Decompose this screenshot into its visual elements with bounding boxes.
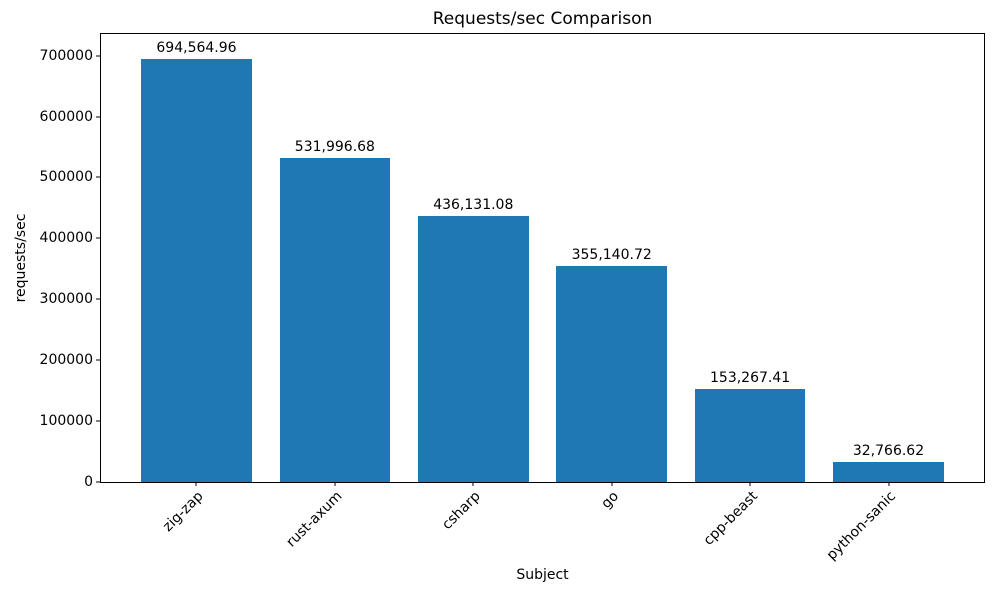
y-tick-label: 600000: [39, 108, 93, 125]
bar-zig-zap: [141, 58, 252, 482]
x-tick-mark: [611, 482, 613, 486]
x-tick-label: go: [598, 488, 623, 512]
x-tick-label: csharp: [439, 488, 484, 533]
x-tick-label: rust-axum: [283, 488, 346, 551]
y-tick-mark: [96, 420, 100, 422]
chart-title: Requests/sec Comparison: [432, 9, 653, 29]
x-tick-mark: [195, 482, 197, 486]
bar-csharp: [417, 216, 529, 482]
x-axis-title: Subject: [516, 567, 569, 583]
bar-value-label: 436,131.08: [433, 197, 514, 214]
x-tick-label: zig-zap: [160, 488, 208, 535]
bar-value-label: 153,267.41: [710, 369, 791, 386]
x-tick-mark: [334, 482, 336, 486]
bar-value-label: 694,564.96: [156, 39, 237, 56]
bar-python-sanic: [833, 462, 944, 482]
y-tick-label: 100000: [39, 413, 93, 430]
bar-value-label: 531,996.68: [294, 138, 375, 155]
x-tick-label: cpp-beast: [700, 488, 761, 549]
x-tick-label: python-sanic: [823, 488, 900, 564]
y-tick-mark: [96, 481, 100, 483]
y-tick-mark: [96, 116, 100, 117]
y-tick-label: 400000: [39, 230, 93, 247]
bar-cpp-beast: [694, 388, 806, 482]
y-tick-label: 500000: [39, 169, 93, 186]
x-tick-mark: [888, 482, 889, 486]
plot-area: 0 100000 200000 300000 400000 500000 600000 700…: [40, 33, 985, 564]
x-tick-mark: [472, 482, 474, 486]
y-tick-label: 700000: [39, 47, 93, 64]
bar-value-label: 355,140.72: [571, 246, 652, 263]
bar-rust-axum: [279, 157, 391, 482]
y-tick-mark: [96, 237, 100, 239]
y-tick-mark: [96, 176, 100, 178]
y-axis-title: requests/sec: [13, 213, 29, 303]
y-tick-mark: [96, 55, 100, 57]
y-tick-mark: [96, 298, 100, 300]
bar-value-label: 32,766.62: [852, 443, 925, 460]
y-tick-mark: [96, 359, 100, 361]
bar-go: [556, 265, 668, 482]
y-tick-label: 0: [84, 474, 93, 490]
y-tick-label: 200000: [39, 352, 93, 369]
x-tick-mark: [749, 482, 751, 486]
y-tick-label: 300000: [39, 291, 93, 308]
